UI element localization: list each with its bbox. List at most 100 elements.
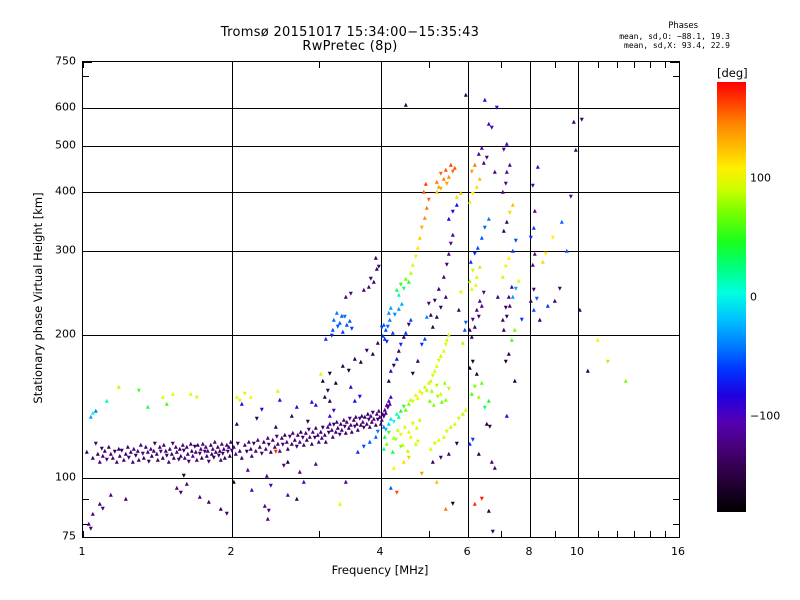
data-point-marker	[433, 368, 438, 373]
data-point-marker	[387, 398, 392, 403]
data-point-marker	[421, 189, 426, 194]
data-point-marker	[454, 441, 459, 446]
data-point-marker	[376, 340, 381, 345]
data-point-marker	[417, 235, 422, 240]
chart-title-main: Tromsø 20151017 15:34:00−15:35:43	[220, 25, 480, 40]
y-axis-tick	[83, 76, 89, 78]
data-point-marker	[276, 389, 281, 394]
data-point-marker	[403, 424, 408, 429]
data-point-marker	[502, 327, 507, 332]
data-point-marker	[356, 427, 361, 432]
x-axis-tick-label: 8	[525, 545, 533, 558]
data-point-marker	[326, 431, 331, 436]
data-point-marker	[145, 450, 150, 455]
data-point-marker	[154, 452, 159, 457]
data-point-marker	[208, 443, 213, 448]
data-point-marker	[399, 409, 404, 414]
data-point-marker	[373, 434, 378, 439]
data-point-marker	[321, 426, 326, 431]
data-point-marker	[464, 407, 469, 412]
colorbar-tick-label: 100	[750, 171, 771, 185]
data-point-marker	[420, 391, 425, 396]
x-axis-tick	[650, 531, 652, 537]
data-point-marker	[227, 453, 232, 458]
data-point-marker	[447, 174, 452, 179]
data-point-marker	[506, 294, 511, 299]
data-point-marker	[123, 452, 128, 457]
data-point-marker	[472, 252, 477, 257]
y-axis-tick	[670, 145, 679, 147]
data-point-marker	[347, 318, 352, 323]
data-point-marker	[332, 422, 337, 427]
data-point-marker	[474, 184, 479, 189]
plot-area	[82, 61, 680, 538]
data-point-marker	[305, 437, 310, 442]
data-point-marker	[509, 337, 514, 342]
data-point-marker	[108, 452, 113, 457]
data-point-marker	[483, 97, 488, 102]
data-point-marker	[179, 490, 184, 495]
data-point-marker	[394, 288, 399, 293]
data-point-marker	[282, 432, 287, 437]
data-point-marker	[415, 358, 420, 363]
data-point-marker	[105, 398, 110, 403]
x-axis-tick	[577, 62, 579, 71]
data-point-marker	[184, 444, 189, 449]
data-point-marker	[142, 455, 147, 460]
data-point-marker	[198, 446, 203, 451]
data-point-marker	[433, 441, 438, 446]
data-point-marker	[451, 169, 456, 174]
data-point-marker	[529, 235, 534, 240]
data-point-marker	[478, 299, 483, 304]
data-point-marker	[511, 248, 516, 253]
data-point-marker	[292, 437, 297, 442]
data-point-marker	[470, 286, 475, 291]
data-point-marker	[441, 176, 446, 181]
data-point-marker	[267, 443, 272, 448]
data-point-marker	[324, 336, 329, 341]
x-axis-tick-label: 2	[227, 545, 235, 558]
data-point-marker	[226, 444, 231, 449]
data-point-marker	[309, 441, 314, 446]
data-point-marker	[127, 455, 132, 460]
gridline-vertical	[468, 62, 470, 537]
data-point-marker	[486, 217, 491, 222]
data-point-marker	[93, 409, 98, 414]
data-point-marker	[435, 179, 440, 184]
data-point-marker	[340, 363, 345, 368]
data-point-marker	[530, 263, 535, 268]
data-point-marker	[540, 259, 545, 264]
data-point-marker	[372, 279, 377, 284]
data-point-marker	[187, 459, 192, 464]
data-point-marker	[181, 448, 186, 453]
data-point-marker	[176, 457, 181, 462]
data-point-marker	[273, 450, 278, 455]
data-point-marker	[362, 288, 367, 293]
data-point-marker	[265, 516, 270, 521]
x-axis-tick-label: 6	[463, 545, 471, 558]
data-point-marker	[337, 432, 342, 437]
y-axis-tick-label: 750	[55, 54, 76, 68]
data-point-marker	[431, 403, 436, 408]
data-point-marker	[300, 436, 305, 441]
y-axis-tick	[83, 499, 89, 501]
x-axis-tick	[501, 62, 503, 68]
data-point-marker	[153, 441, 158, 446]
data-point-marker	[399, 282, 404, 287]
data-point-marker	[151, 448, 156, 453]
x-axis-tick	[428, 62, 430, 68]
data-point-marker	[242, 443, 247, 448]
data-point-marker	[431, 373, 436, 378]
data-point-marker	[188, 441, 193, 446]
data-point-marker	[322, 432, 327, 437]
data-point-marker	[484, 421, 489, 426]
data-point-marker	[159, 450, 164, 455]
data-point-marker	[334, 419, 339, 424]
data-point-marker	[328, 421, 333, 426]
data-point-marker	[476, 314, 481, 319]
colorbar-tick-label: 0	[750, 290, 757, 304]
data-point-marker	[356, 450, 361, 455]
data-point-marker	[116, 385, 121, 390]
data-point-marker	[519, 317, 524, 322]
data-point-marker	[545, 303, 550, 308]
